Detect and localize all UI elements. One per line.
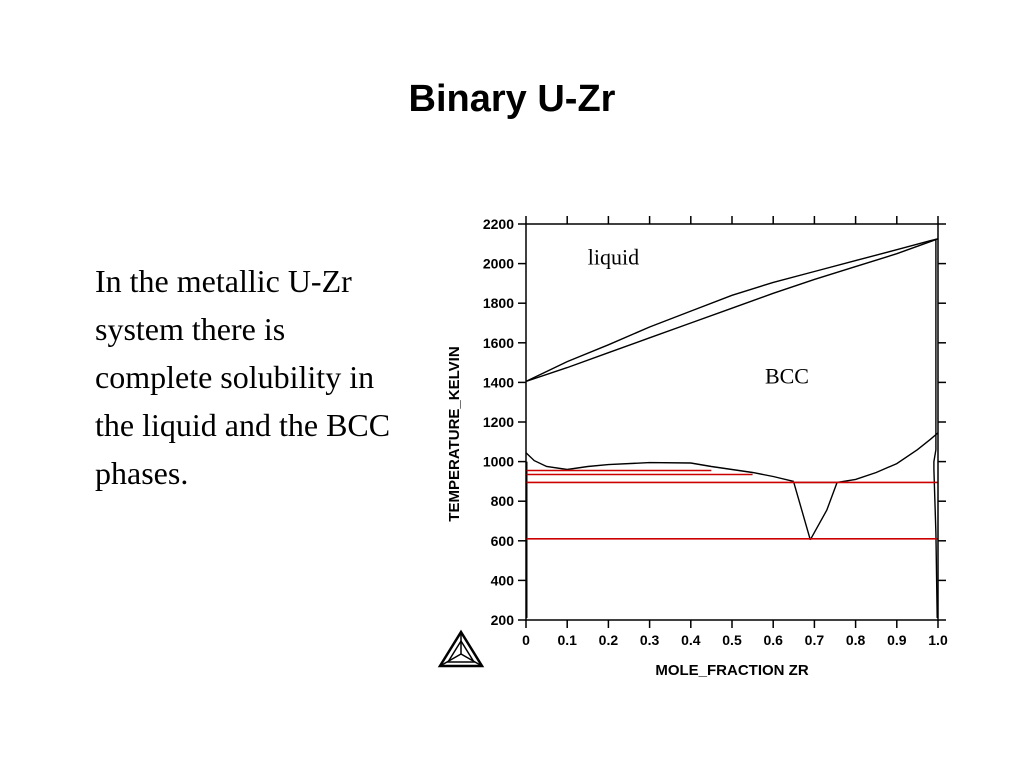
x-tick-label: 0.4 <box>681 632 701 648</box>
thermo-calc-triangle-logo <box>437 629 485 668</box>
y-tick-label: 1400 <box>483 374 514 390</box>
y-axis-label: TEMPERATURE_KELVIN <box>446 346 463 521</box>
x-tick-label: 0 <box>522 632 530 648</box>
y-tick-label: 1000 <box>483 454 514 470</box>
y-tick-label: 2000 <box>483 256 514 272</box>
series-line-3 <box>793 482 811 540</box>
x-tick-label: 0.5 <box>722 632 742 648</box>
region-label-liquid: liquid <box>588 245 639 270</box>
x-axis-label: MOLE_FRACTION ZR <box>655 662 808 679</box>
x-tick-label: 0.6 <box>763 632 783 648</box>
slide-body-text: In the metallic U-Zr system there is com… <box>95 263 391 491</box>
x-tick-label: 0.8 <box>846 632 866 648</box>
series-line-2 <box>525 452 794 483</box>
series-line-7 <box>933 238 938 619</box>
x-tick-label: 0.7 <box>805 632 825 648</box>
y-tick-label: 200 <box>491 612 515 628</box>
series-line-1 <box>525 238 939 383</box>
series-line-6 <box>836 432 939 484</box>
x-tick-label: 0.2 <box>599 632 619 648</box>
x-tick-label: 1.0 <box>928 632 948 648</box>
y-tick-label: 1800 <box>483 295 514 311</box>
x-tick-label: 0.9 <box>887 632 907 648</box>
y-tick-label: 1200 <box>483 414 514 430</box>
x-tick-label: 0.3 <box>640 632 660 648</box>
series-line-4 <box>809 482 838 541</box>
slide-title: Binary U-Zr <box>408 78 616 120</box>
series-line-0 <box>525 238 939 383</box>
plot-frame <box>525 223 939 621</box>
y-tick-label: 800 <box>491 493 515 509</box>
y-tick-label: 400 <box>491 572 515 588</box>
y-tick-label: 1600 <box>483 335 514 351</box>
y-tick-label: 2200 <box>483 216 514 232</box>
y-tick-label: 600 <box>491 533 515 549</box>
region-label-bcc: BCC <box>765 363 809 388</box>
x-tick-label: 0.1 <box>557 632 577 648</box>
